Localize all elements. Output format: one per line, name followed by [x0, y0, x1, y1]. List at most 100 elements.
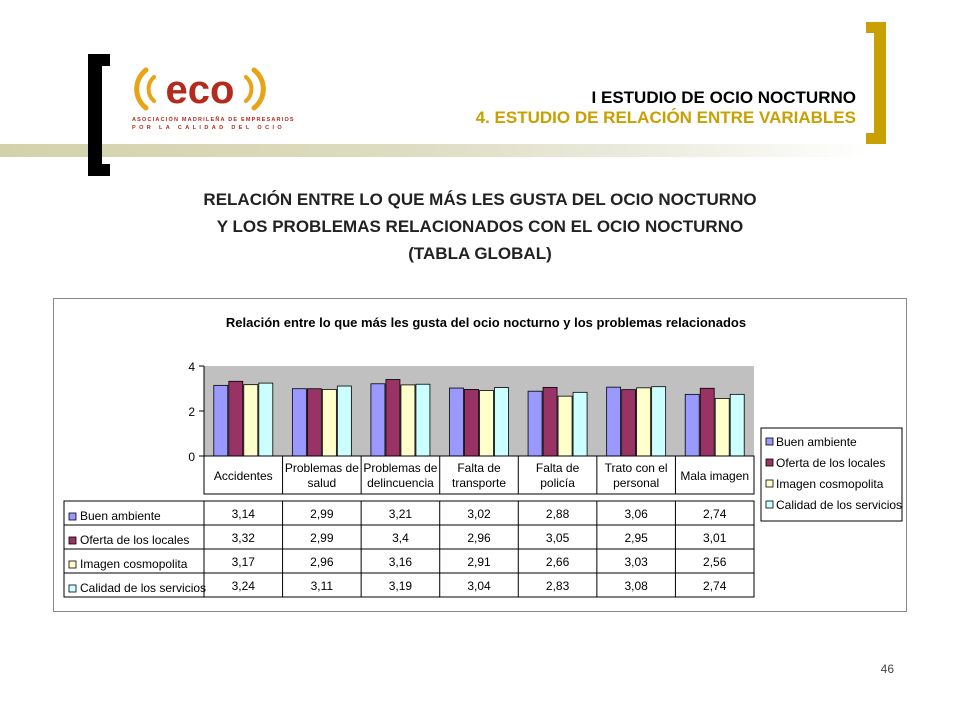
bar-4-7 [729, 393, 745, 457]
data-label: 3,06 [624, 507, 648, 521]
bar-1-2 [291, 388, 307, 457]
data-label: 3,32 [232, 531, 256, 545]
data-label: 3,01 [703, 531, 727, 545]
table-series-name: Calidad de los servicios [80, 581, 206, 595]
right-bracket-decoration [866, 22, 886, 144]
bar-3-7 [714, 398, 730, 457]
data-label: 3,02 [467, 507, 491, 521]
bar-2-4 [464, 389, 479, 457]
data-label: 3,14 [232, 507, 256, 521]
legend-box [760, 427, 903, 522]
page-title-line3: (TABLA GLOBAL) [408, 244, 552, 263]
category-label: Falta de [536, 461, 580, 475]
page-number: 46 [880, 662, 894, 676]
bar-4-1 [258, 382, 274, 457]
category-label: salud [308, 476, 337, 490]
table-row [63, 548, 755, 574]
bar-4-2 [336, 385, 352, 457]
bar-3-5 [557, 395, 573, 457]
category-label: Problemas de [285, 461, 359, 475]
section-title: 4. ESTUDIO DE RELACIÓN ENTRE VARIABLES [475, 108, 856, 127]
y-tick-label: 0 [188, 450, 195, 464]
table-legend-key [68, 512, 77, 521]
bar-1-3 [370, 383, 386, 457]
y-tick-label: 4 [188, 360, 195, 374]
bar-2-6 [621, 389, 637, 457]
table-legend-key [68, 560, 77, 569]
logo-subtitle: ASOCIACIÓN MADRILEÑA DE EMPRESARIOS POR … [132, 117, 295, 131]
table-series-name: Oferta de los locales [80, 533, 189, 547]
bar-4-5 [572, 391, 588, 457]
bar-1-1 [213, 384, 229, 457]
eco-logo: eco [120, 60, 290, 138]
legend-key [765, 500, 774, 509]
logo-wordmark: eco [166, 68, 235, 112]
data-label: 3,4 [392, 531, 409, 545]
page-title: RELACIÓN ENTRE LO QUE MÁS LES GUSTA DEL … [0, 186, 960, 267]
legend-label: Imagen cosmopolita [776, 477, 884, 491]
data-label: 2,56 [703, 555, 727, 569]
legend-label: Buen ambiente [776, 435, 857, 449]
y-tick-label: 2 [188, 405, 195, 419]
bar-4-4 [494, 387, 509, 457]
bar-1-6 [606, 386, 622, 457]
bar-2-2 [306, 388, 322, 457]
data-label: 3,05 [546, 531, 570, 545]
table-row [63, 500, 755, 526]
category-label: Falta de [457, 461, 501, 475]
data-label: 2,96 [467, 531, 491, 545]
bar-3-2 [321, 389, 337, 457]
table-legend-key [68, 536, 77, 545]
data-label: 2,96 [310, 555, 334, 569]
bar-3-6 [636, 387, 652, 457]
legend-key [765, 437, 774, 446]
legend-label: Calidad de los servicios [776, 498, 902, 512]
bar-chart: Relación entre lo que más les gusta del … [63, 315, 903, 598]
category-label: Accidentes [214, 469, 273, 483]
bar-2-5 [542, 386, 558, 457]
bar-2-1 [228, 380, 244, 457]
bar-2-7 [699, 387, 715, 457]
category-label: Trato con el [605, 461, 668, 475]
chart-title: Relación entre lo que más les gusta del … [226, 315, 746, 330]
data-label: 3,21 [389, 507, 413, 521]
data-label: 2,88 [546, 507, 570, 521]
data-label: 2,99 [310, 531, 334, 545]
data-label: 2,83 [546, 579, 570, 593]
category-label: Mala imagen [680, 469, 749, 483]
table-series-name: Imagen cosmopolita [80, 557, 188, 571]
bar-2-3 [385, 379, 401, 457]
data-label: 3,03 [624, 555, 648, 569]
chart-container: Relación entre lo que más les gusta del … [53, 298, 907, 612]
category-label: delincuencia [367, 476, 434, 490]
data-label: 3,17 [232, 555, 256, 569]
bar-3-4 [479, 390, 494, 457]
table-series-name: Buen ambiente [80, 509, 161, 523]
data-label: 2,74 [703, 507, 727, 521]
data-label: 2,95 [624, 531, 648, 545]
data-label: 2,91 [467, 555, 491, 569]
legend-label: Oferta de los locales [776, 456, 885, 470]
data-label: 3,04 [467, 579, 491, 593]
data-label: 3,19 [389, 579, 413, 593]
category-label: Problemas de [363, 461, 437, 475]
data-label: 3,11 [311, 579, 334, 593]
bar-3-3 [400, 384, 416, 457]
bar-1-5 [527, 390, 543, 457]
data-label: 2,66 [546, 555, 570, 569]
bar-4-3 [415, 383, 431, 457]
category-label: policía [540, 476, 575, 490]
data-label: 2,99 [310, 507, 334, 521]
bar-1-7 [684, 393, 700, 457]
legend-key [765, 479, 774, 488]
plot-area [204, 366, 754, 456]
page-title-line1: RELACIÓN ENTRE LO QUE MÁS LES GUSTA DEL … [203, 190, 757, 209]
header-title: I ESTUDIO DE OCIO NOCTURNO 4. ESTUDIO DE… [476, 88, 856, 128]
category-label: personal [613, 476, 659, 490]
category-label: transporte [452, 476, 506, 490]
page-title-line2: Y LOS PROBLEMAS RELACIONADOS CON EL OCIO… [216, 217, 744, 236]
bar-4-6 [651, 386, 667, 457]
study-title: I ESTUDIO DE OCIO NOCTURNO [591, 88, 856, 107]
table-legend-key [68, 584, 77, 593]
left-bracket-decoration [88, 54, 110, 176]
